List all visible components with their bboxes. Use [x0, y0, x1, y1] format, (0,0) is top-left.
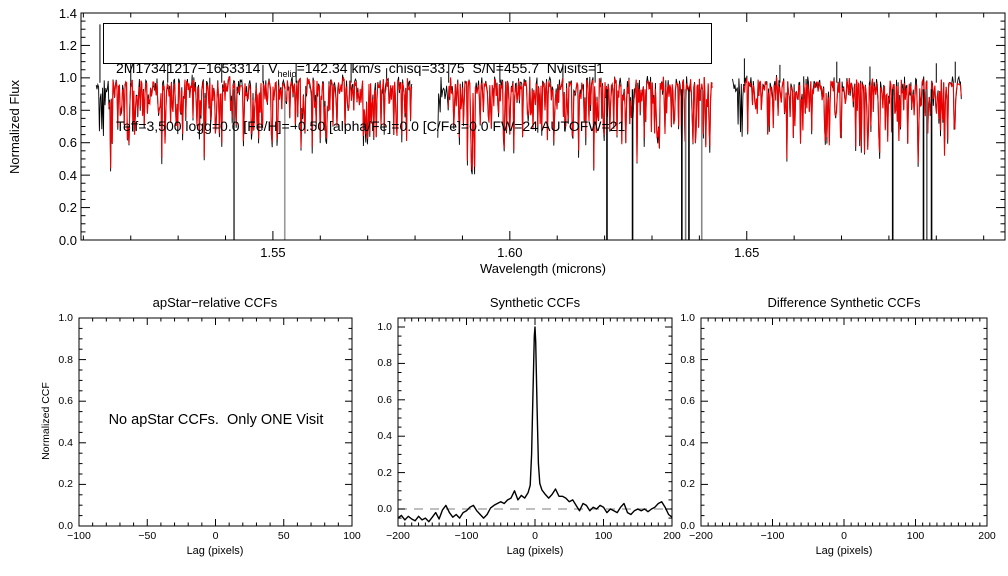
- panel1-ytick-0.2: 0.2: [58, 478, 73, 491]
- panel1-ytick-0.8: 0.8: [58, 353, 73, 366]
- panel1-xtick-50: 50: [277, 530, 290, 542]
- panel1-xtick-0: 0: [212, 530, 219, 542]
- lag-axis-label-2: Lag (pixels): [506, 545, 564, 557]
- panel2-xtick-−200: −200: [386, 530, 410, 542]
- main-ytick-0.2: 0.2: [58, 200, 77, 216]
- main-xtick-1.65: 1.65: [734, 245, 760, 260]
- fit-parameters-annotation: 2M17341217−1653314 Vhelio=142.34 km/s ch…: [103, 23, 712, 134]
- panel3-ytick-0.8: 0.8: [680, 353, 695, 366]
- main-ytick-0.0: 0.0: [58, 232, 77, 248]
- panel2-ytick-0.0: 0.0: [377, 503, 392, 515]
- main-ytick-1.2: 1.2: [58, 37, 77, 53]
- helio-subscript: helio: [277, 68, 297, 79]
- panel2-xtick-100: 100: [594, 530, 613, 542]
- panel-title-difference-synthetic-ccfs: Difference Synthetic CCFs: [767, 295, 921, 310]
- main-ytick-0.4: 0.4: [58, 167, 77, 183]
- panel3-ytick-0.6: 0.6: [680, 395, 695, 408]
- panel3-xtick-0: 0: [841, 530, 847, 542]
- main-ytick-0.6: 0.6: [58, 135, 77, 151]
- panel1-ytick-0.4: 0.4: [58, 436, 73, 449]
- main-ytick-1.4: 1.4: [58, 5, 77, 21]
- panel2-ytick-0.2: 0.2: [377, 466, 392, 479]
- main-y-axis-label: Normalized Flux: [7, 80, 22, 174]
- main-ytick-0.8: 0.8: [58, 102, 77, 118]
- panel2-ytick-1.0: 1.0: [377, 321, 392, 333]
- main-xtick-1.60: 1.60: [497, 245, 523, 260]
- main-ytick-1.0: 1.0: [58, 70, 77, 86]
- panel3-ytick-0.4: 0.4: [680, 436, 695, 449]
- panel1-xtick-−100: −100: [67, 530, 91, 542]
- no-apstar-ccf-message: No apStar CCFs. Only ONE Visit: [108, 412, 324, 428]
- panel1-ytick-1.0: 1.0: [58, 312, 73, 324]
- panel2-ytick-0.8: 0.8: [377, 357, 392, 370]
- panel2-xtick-200: 200: [663, 530, 681, 542]
- panel3-xtick-200: 200: [978, 530, 996, 542]
- panel2-xtick-−100: −100: [454, 530, 479, 542]
- panel2-ytick-0.4: 0.4: [377, 430, 392, 443]
- lag-axis-label-3: Lag (pixels): [815, 545, 873, 557]
- main-x-axis-label: Wavelength (microns): [480, 261, 606, 276]
- panel3-xtick-100: 100: [906, 530, 925, 542]
- panel2-xtick-0: 0: [532, 530, 538, 542]
- main-xtick-1.55: 1.55: [260, 245, 286, 260]
- panel1-xtick-−50: −50: [138, 530, 157, 542]
- panel-title-apstar-ccfs: apStar−relative CCFs: [152, 295, 278, 310]
- ccf-y-axis-label: Normalized CCF: [40, 382, 52, 460]
- panel-title-synthetic-ccfs: Synthetic CCFs: [489, 295, 581, 310]
- annotation-line-2: Teff=3,500 logg=0.0 [Fe/H]=−0.50 [alpha/…: [116, 118, 626, 135]
- lag-axis-label-1: Lag (pixels): [186, 545, 244, 557]
- panel2-ytick-0.6: 0.6: [377, 393, 392, 406]
- panel1-ytick-0.6: 0.6: [58, 395, 73, 408]
- panel3-ytick-0.0: 0.0: [680, 520, 695, 532]
- panel3-xtick-−200: −200: [689, 530, 713, 542]
- panel1-ytick-0.0: 0.0: [58, 520, 73, 532]
- panel1-xtick-100: 100: [343, 530, 361, 542]
- panel3-xtick-−100: −100: [760, 530, 785, 542]
- panel3-ytick-1.0: 1.0: [680, 312, 695, 324]
- panel3-ytick-0.2: 0.2: [680, 478, 695, 491]
- annotation-line-1: 2M17341217−1653314 Vhelio=142.34 km/s ch…: [116, 60, 604, 79]
